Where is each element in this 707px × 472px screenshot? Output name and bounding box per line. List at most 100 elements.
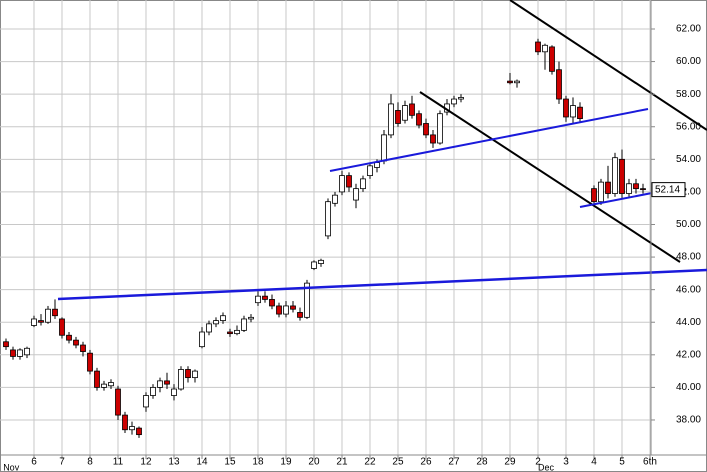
candle-body — [619, 158, 625, 194]
candle-body — [17, 349, 23, 357]
candle-body — [199, 331, 205, 348]
candle-body — [213, 320, 219, 325]
candle-body — [605, 181, 611, 194]
candle-body — [297, 312, 303, 318]
candle-body — [80, 344, 86, 352]
last-price-box — [651, 182, 686, 198]
x-tick-label: 21 — [336, 457, 348, 468]
x-tick-label: 15 — [224, 457, 236, 468]
last-price-label: 52.14 — [655, 184, 680, 195]
candle-body — [185, 369, 191, 379]
x-tick-label: 25 — [392, 457, 404, 468]
candle-body — [346, 175, 352, 188]
candle-body — [87, 352, 93, 372]
x-tick-label: 5 — [619, 457, 625, 468]
y-tick-label: 52.00 — [676, 187, 701, 198]
candle-body — [31, 318, 37, 326]
candle-body — [45, 308, 51, 323]
y-tick-label: 60.00 — [676, 56, 701, 67]
candle-body — [101, 383, 107, 388]
candle-body — [311, 261, 317, 269]
candle-body — [388, 103, 394, 136]
x-tick-label: 20 — [308, 457, 320, 468]
candle-body — [10, 349, 16, 357]
x-tick-label: 29 — [504, 457, 516, 468]
candle-body — [290, 305, 296, 310]
y-tick-label: 46.00 — [676, 284, 701, 295]
candle-body — [626, 183, 632, 194]
candle-body — [318, 259, 324, 264]
candle-body — [52, 308, 58, 317]
candle-body — [570, 105, 576, 118]
trend-line — [57, 268, 707, 301]
candles-layer — [3, 38, 646, 438]
trend-line — [419, 91, 681, 263]
candle-body — [262, 295, 268, 300]
trend-line — [579, 192, 653, 208]
candle-body — [563, 98, 569, 118]
candle-body — [269, 299, 275, 307]
candle-body — [325, 201, 331, 237]
x-tick-label: 22 — [364, 457, 376, 468]
candle-body — [220, 315, 226, 322]
x-tick-label: 13 — [168, 457, 180, 468]
x-tick-label: 27 — [448, 457, 460, 468]
candle-body — [451, 98, 457, 105]
candle-body — [157, 380, 163, 388]
candle-body — [115, 388, 121, 416]
y-tick-label: 44.00 — [676, 317, 701, 328]
candle-body — [143, 395, 149, 408]
x-tick-label: 26 — [420, 457, 432, 468]
candle-body — [122, 414, 128, 431]
candle-body — [416, 113, 422, 126]
candle-body — [360, 178, 366, 190]
candle-body — [409, 103, 415, 116]
candle-body — [108, 382, 114, 387]
candle-body — [178, 369, 184, 390]
x-tick-label: 4 — [591, 457, 597, 468]
candle-body — [192, 370, 198, 379]
candle-body — [241, 318, 247, 331]
y-tick-label: 48.00 — [676, 252, 701, 263]
candle-body — [73, 339, 79, 346]
x-tick-label: 14 — [196, 457, 208, 468]
candle-body — [234, 329, 240, 335]
x-tick-label: 3 — [563, 457, 569, 468]
candle-body — [227, 331, 233, 335]
candle-body — [430, 134, 436, 144]
x-tick-label: 2 — [535, 457, 541, 468]
x-tick-label: 12 — [140, 457, 152, 468]
candle-body — [612, 157, 618, 194]
candle-body — [640, 188, 646, 191]
candle-body — [206, 323, 212, 333]
candle-body — [150, 386, 156, 396]
candle-body — [304, 282, 310, 318]
candle-body — [374, 162, 380, 168]
candle-body — [514, 80, 520, 84]
x-tick-label: 8 — [87, 457, 93, 468]
x-tick-label: 6th — [643, 457, 657, 468]
candle-body — [94, 370, 100, 388]
candle-body — [549, 46, 555, 72]
candle-body — [535, 41, 541, 53]
candle-body — [381, 134, 387, 162]
x-tick-label: 18 — [252, 457, 264, 468]
candle-body — [3, 341, 9, 348]
candle-body — [367, 165, 373, 177]
trend-lines — [57, 0, 707, 301]
y-tick-label: 62.00 — [676, 24, 701, 35]
candle-body — [171, 388, 177, 396]
candle-body — [437, 113, 443, 144]
candle-body — [283, 305, 289, 315]
candle-body — [332, 194, 338, 204]
candle-body — [248, 316, 254, 320]
y-tick-label: 54.00 — [676, 154, 701, 165]
candle-body — [164, 380, 170, 385]
y-tick-label: 50.00 — [676, 219, 701, 230]
x-tick-label: 6 — [31, 457, 37, 468]
candle-body — [276, 305, 282, 315]
candle-body — [598, 181, 604, 203]
y-tick-label: 56.00 — [676, 121, 701, 132]
candle-body — [423, 123, 429, 136]
